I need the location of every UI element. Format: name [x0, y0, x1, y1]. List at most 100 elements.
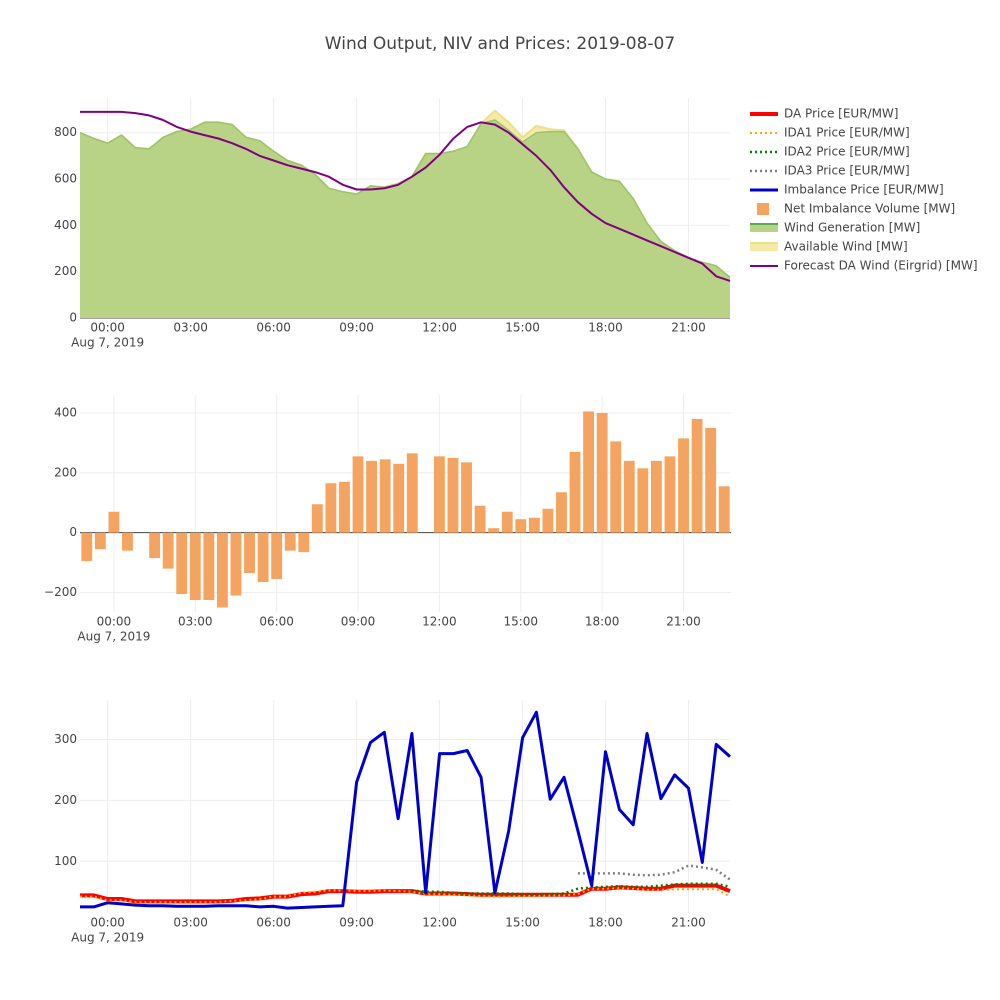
y-tick-label: 300 — [54, 732, 77, 746]
bar — [474, 505, 486, 533]
bar — [230, 532, 242, 596]
legend-label: IDA3 Price [EUR/MW] — [784, 164, 910, 178]
x-sublabel: Aug 7, 2019 — [71, 931, 144, 945]
bar — [149, 532, 161, 559]
y-tick-label: 200 — [54, 264, 77, 278]
bar — [216, 532, 228, 608]
x-tick-label: 12:00 — [422, 321, 457, 335]
bar — [203, 532, 215, 601]
bar — [433, 456, 445, 533]
x-tick-label: 06:00 — [256, 321, 291, 335]
bar — [379, 459, 391, 533]
y-tick-label: 200 — [54, 465, 77, 479]
x-tick-label: 21:00 — [671, 916, 706, 930]
bar — [122, 532, 133, 551]
bar — [488, 528, 500, 533]
bar — [556, 492, 567, 533]
bar — [366, 460, 378, 533]
x-tick-label: 21:00 — [666, 615, 701, 629]
bar — [284, 532, 296, 551]
series-line — [80, 110, 731, 282]
legend-swatch — [750, 243, 778, 251]
x-tick-label: 18:00 — [588, 916, 623, 930]
y-tick-label: 0 — [69, 311, 77, 325]
bar — [352, 456, 364, 533]
legend-label: Wind Generation [MW] — [784, 221, 920, 235]
y-tick-label: 200 — [54, 793, 77, 807]
x-tick-label: 03:00 — [173, 916, 208, 930]
x-tick-label: 06:00 — [259, 615, 294, 629]
bar — [311, 504, 323, 533]
bar — [718, 486, 730, 533]
legend-label: Forecast DA Wind (Eirgrid) [MW] — [784, 259, 978, 273]
x-tick-label: 03:00 — [178, 615, 213, 629]
x-tick-label: 15:00 — [505, 321, 540, 335]
legend-label: IDA1 Price [EUR/MW] — [784, 126, 910, 140]
bar — [298, 532, 310, 553]
bar — [705, 427, 717, 533]
legend-swatch — [750, 224, 778, 232]
bar — [650, 460, 662, 533]
legend-label: Available Wind [MW] — [784, 240, 908, 254]
series-line — [80, 710, 731, 910]
x-tick-label: 15:00 — [503, 615, 538, 629]
bar — [691, 418, 703, 533]
series-line — [411, 882, 731, 896]
x-tick-label: 09:00 — [341, 615, 376, 629]
x-tick-label: 21:00 — [671, 321, 706, 335]
legend-swatch — [757, 203, 769, 215]
y-tick-label: 600 — [54, 172, 77, 186]
y-tick-label: −200 — [44, 585, 77, 599]
bar — [325, 483, 337, 533]
bar — [81, 532, 93, 562]
y-tick-label: 400 — [54, 218, 77, 232]
series-line — [577, 864, 731, 881]
x-tick-label: 12:00 — [422, 916, 457, 930]
bar — [257, 532, 269, 583]
bar — [94, 532, 106, 550]
x-tick-label: 09:00 — [339, 916, 374, 930]
x-tick-label: 06:00 — [256, 916, 291, 930]
bar — [623, 460, 635, 533]
bar — [515, 519, 527, 533]
x-tick-label: 00:00 — [90, 916, 125, 930]
x-tick-label: 00:00 — [90, 321, 125, 335]
chart-title: Wind Output, NIV and Prices: 2019-08-07 — [325, 34, 675, 54]
bar — [664, 456, 676, 533]
x-tick-label: 00:00 — [97, 615, 132, 629]
bar — [244, 532, 255, 574]
y-tick-label: 400 — [54, 405, 77, 419]
bar — [596, 412, 608, 533]
x-tick-label: 18:00 — [585, 615, 620, 629]
x-tick-label: 09:00 — [339, 321, 374, 335]
bar — [339, 481, 350, 533]
y-tick-label: 100 — [54, 854, 77, 868]
x-tick-label: 18:00 — [588, 321, 623, 335]
bar — [678, 438, 689, 533]
bar — [461, 462, 472, 533]
legend-label: Net Imbalance Volume [MW] — [784, 202, 955, 216]
bar — [583, 411, 595, 533]
x-tick-label: 15:00 — [505, 916, 540, 930]
y-tick-label: 800 — [54, 125, 77, 139]
x-sublabel: Aug 7, 2019 — [77, 630, 150, 644]
x-sublabel: Aug 7, 2019 — [71, 336, 144, 350]
bar — [637, 468, 649, 533]
bar — [162, 532, 174, 569]
bar — [176, 532, 188, 595]
bar — [393, 463, 405, 533]
series-line — [80, 887, 731, 903]
legend-label: IDA2 Price [EUR/MW] — [784, 145, 910, 159]
x-tick-label: 03:00 — [173, 321, 208, 335]
bar — [542, 508, 554, 533]
legend-label: Imbalance Price [EUR/MW] — [784, 183, 944, 197]
bar — [501, 511, 513, 533]
bar — [610, 441, 622, 533]
bar — [569, 451, 581, 533]
bar — [271, 532, 283, 580]
bar — [406, 453, 418, 533]
legend-label: DA Price [EUR/MW] — [784, 107, 898, 121]
y-tick-label: 0 — [69, 525, 77, 539]
x-tick-label: 12:00 — [422, 615, 457, 629]
